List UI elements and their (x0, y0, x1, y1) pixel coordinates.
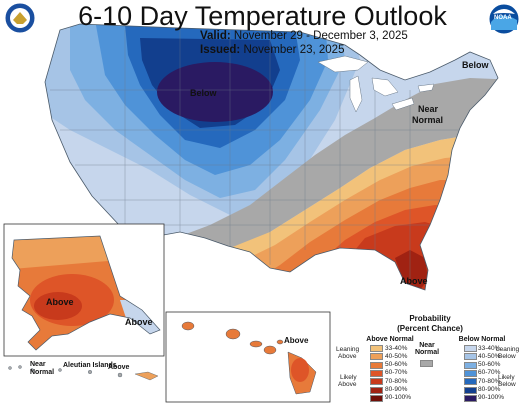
legend-below-bin-swatch (464, 369, 477, 377)
label-above-alaska: Above (46, 297, 74, 307)
legend-above-bin-label: 80-90% (385, 386, 408, 393)
legend-above-bin-label: 33-40% (385, 344, 408, 352)
below-90-100-area (157, 62, 273, 122)
state-boundaries (50, 28, 470, 280)
label-near-normal-aleutian-1: Near (30, 361, 46, 368)
legend-leaning-above-1: Leaning (336, 346, 360, 353)
label-above-alaska-southeast: Above (125, 317, 153, 327)
legend-below-bin-label: 70-80% (478, 377, 501, 385)
hawaii-inset (165, 311, 331, 403)
legend-leaning-below-1: Leaning (496, 346, 520, 353)
label-near-normal-east-2: Normal (412, 115, 444, 125)
legend-below-bin-label: 40-50% (478, 352, 501, 360)
legend-near-normal-swatch (420, 360, 433, 367)
legend-below-bin-swatch (464, 353, 477, 361)
label-near-normal-east-1: Near (418, 104, 439, 114)
alaska-inset (3, 223, 165, 381)
legend-below-bin-label: 33-40% (478, 344, 501, 352)
above-80-90-area (395, 250, 428, 290)
legend-below-bin-swatch (464, 378, 477, 386)
legend-above-bin-label: 70-80% (385, 377, 408, 385)
legend-leaning-below-2: Below (498, 353, 516, 360)
legend-above-bin-swatch (370, 378, 383, 386)
legend-near-header-1: Near (419, 342, 435, 349)
legend-below-bin-label: 60-70% (478, 369, 501, 377)
legend-below-bin-swatch (464, 361, 477, 369)
valid-label: Valid: (200, 30, 231, 42)
legend-above-bin-label: 40-50% (385, 352, 408, 360)
legend-above-header: Above Normal (366, 336, 414, 343)
great-lakes (317, 55, 435, 113)
noaa-logo-icon (488, 3, 520, 35)
legend-above-bin-label: 50-60% (385, 361, 408, 369)
near-normal-area (170, 78, 498, 255)
noaa-logo-text: NOAA (494, 15, 512, 21)
legend-title-2: (Percent Chance) (397, 324, 463, 333)
label-below-northeast: Below (462, 60, 489, 70)
commerce-seal-icon (4, 2, 36, 34)
label-above-florida: Above (400, 276, 428, 286)
legend-likely-above-1: Likely (340, 374, 357, 381)
legend-above-bin-swatch (370, 353, 383, 361)
label-aleutian-islands: Aleutian Islands (63, 362, 117, 369)
legend-likely-below-1: Likely (498, 374, 515, 381)
legend-above-bin-swatch (370, 361, 383, 369)
legend-likely-above-2: Above (338, 381, 357, 388)
valid-dates: Valid: November 29 - December 3, 2025 (200, 30, 408, 42)
legend-above-bin-swatch (370, 345, 383, 352)
legend-below-bin-label: 80-90% (478, 386, 501, 393)
legend-title-1: Probability (409, 314, 451, 323)
legend-below-bin-swatch (464, 394, 477, 402)
legend-above-bin-swatch (370, 386, 383, 394)
label-above-hawaii: Above (284, 336, 309, 345)
legend-below-bin-label: 50-60% (478, 361, 501, 369)
legend-leaning-above-2: Above (338, 353, 357, 360)
label-near-normal-aleutian-2: Normal (30, 369, 55, 376)
label-below-north-central: Below (190, 88, 217, 98)
issued-text: November 23, 2025 (243, 44, 345, 56)
issued-label: Issued: (200, 44, 241, 56)
valid-text: November 29 - December 3, 2025 (233, 30, 408, 42)
legend-near-header-2: Normal (414, 349, 440, 356)
aleutian-chain (8, 365, 159, 381)
label-above-aleutian: Above (108, 364, 130, 371)
legend-below-header: Below Normal (458, 336, 506, 343)
legend-likely-below-2: Below (498, 381, 516, 388)
issued-date: Issued: November 23, 2025 (200, 44, 344, 56)
legend-below-bin-swatch (464, 386, 477, 394)
page-title: 6-10 Day Temperature Outlook (78, 1, 447, 31)
legend-above-bin-label: 60-70% (385, 369, 408, 377)
legend-below-bin-label: 90-100% (478, 394, 505, 402)
legend-above-bin-swatch (370, 369, 383, 377)
legend-below-bin-swatch (464, 345, 477, 352)
legend-above-bin-label: 90-100% (385, 394, 412, 402)
legend-above-bin-swatch (370, 394, 383, 402)
